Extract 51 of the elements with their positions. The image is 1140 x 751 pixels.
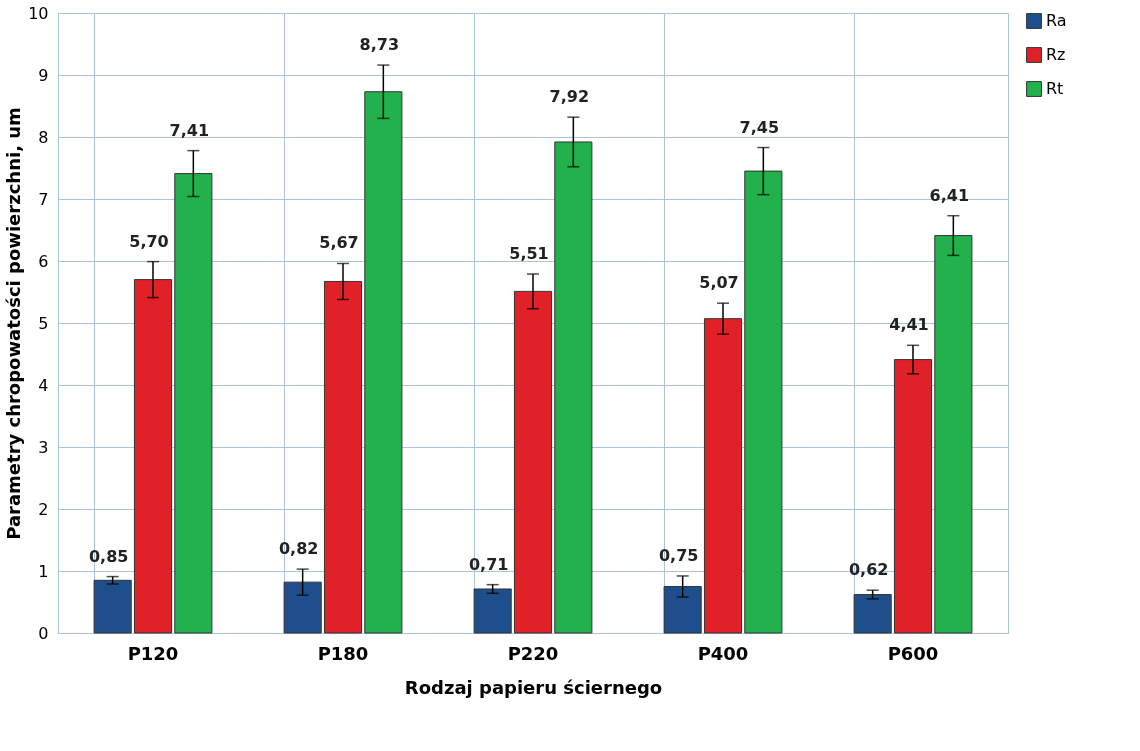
y-tick-label: 0 xyxy=(38,623,49,643)
bar xyxy=(323,280,363,634)
bar xyxy=(283,581,322,634)
data-label: 0,85 xyxy=(88,546,129,566)
data-label: 5,51 xyxy=(509,244,549,264)
data-label: 0,82 xyxy=(278,539,319,559)
bar xyxy=(513,290,553,634)
data-label: 8,73 xyxy=(359,35,400,55)
bar xyxy=(174,173,213,634)
x-tick-label: P600 xyxy=(887,642,939,664)
data-label: 6,41 xyxy=(929,185,970,205)
y-tick-label: 7 xyxy=(38,189,49,209)
y-tick-label: 3 xyxy=(38,437,49,457)
data-label: 0,75 xyxy=(658,545,699,565)
y-tick-label: 8 xyxy=(38,127,49,147)
data-label: 5,70 xyxy=(129,231,169,251)
y-tick-label: 10 xyxy=(28,3,49,23)
bar xyxy=(93,579,132,634)
bar xyxy=(853,594,892,634)
data-label: 7,41 xyxy=(169,120,210,140)
data-label: 7,92 xyxy=(549,87,590,107)
legend-label: Ra xyxy=(1046,11,1067,30)
legend-label: Rt xyxy=(1046,79,1064,98)
y-tick-label: 1 xyxy=(38,561,49,581)
data-label: 0,62 xyxy=(848,560,889,580)
bar xyxy=(133,279,173,634)
y-tick-label: 5 xyxy=(38,313,49,333)
bar xyxy=(473,588,512,634)
data-label: 5,07 xyxy=(699,273,739,293)
y-tick-label: 2 xyxy=(38,499,49,519)
y-tick-label: 6 xyxy=(38,251,49,271)
bar xyxy=(663,586,702,634)
x-tick-label: P220 xyxy=(507,642,559,664)
y-tick-label: 4 xyxy=(38,375,49,395)
bar xyxy=(364,91,403,634)
data-label: 4,41 xyxy=(889,315,929,335)
y-axis-title: Parametry chropowatości powierzchni, um xyxy=(3,107,25,540)
bar xyxy=(554,141,593,634)
bar xyxy=(703,318,743,634)
x-tick-label: P180 xyxy=(317,642,369,664)
data-label: 5,67 xyxy=(319,233,359,253)
bar xyxy=(934,235,973,634)
x-tick-label: P120 xyxy=(127,642,179,664)
y-tick-label: 9 xyxy=(38,65,49,85)
x-axis-title: Rodzaj papieru ściernego xyxy=(404,676,663,698)
bar xyxy=(893,359,933,634)
x-tick-label: P400 xyxy=(697,642,749,664)
data-label: 7,45 xyxy=(739,117,780,137)
data-label: 0,71 xyxy=(468,554,509,574)
bar xyxy=(744,170,783,634)
legend-label: Rz xyxy=(1046,45,1066,64)
